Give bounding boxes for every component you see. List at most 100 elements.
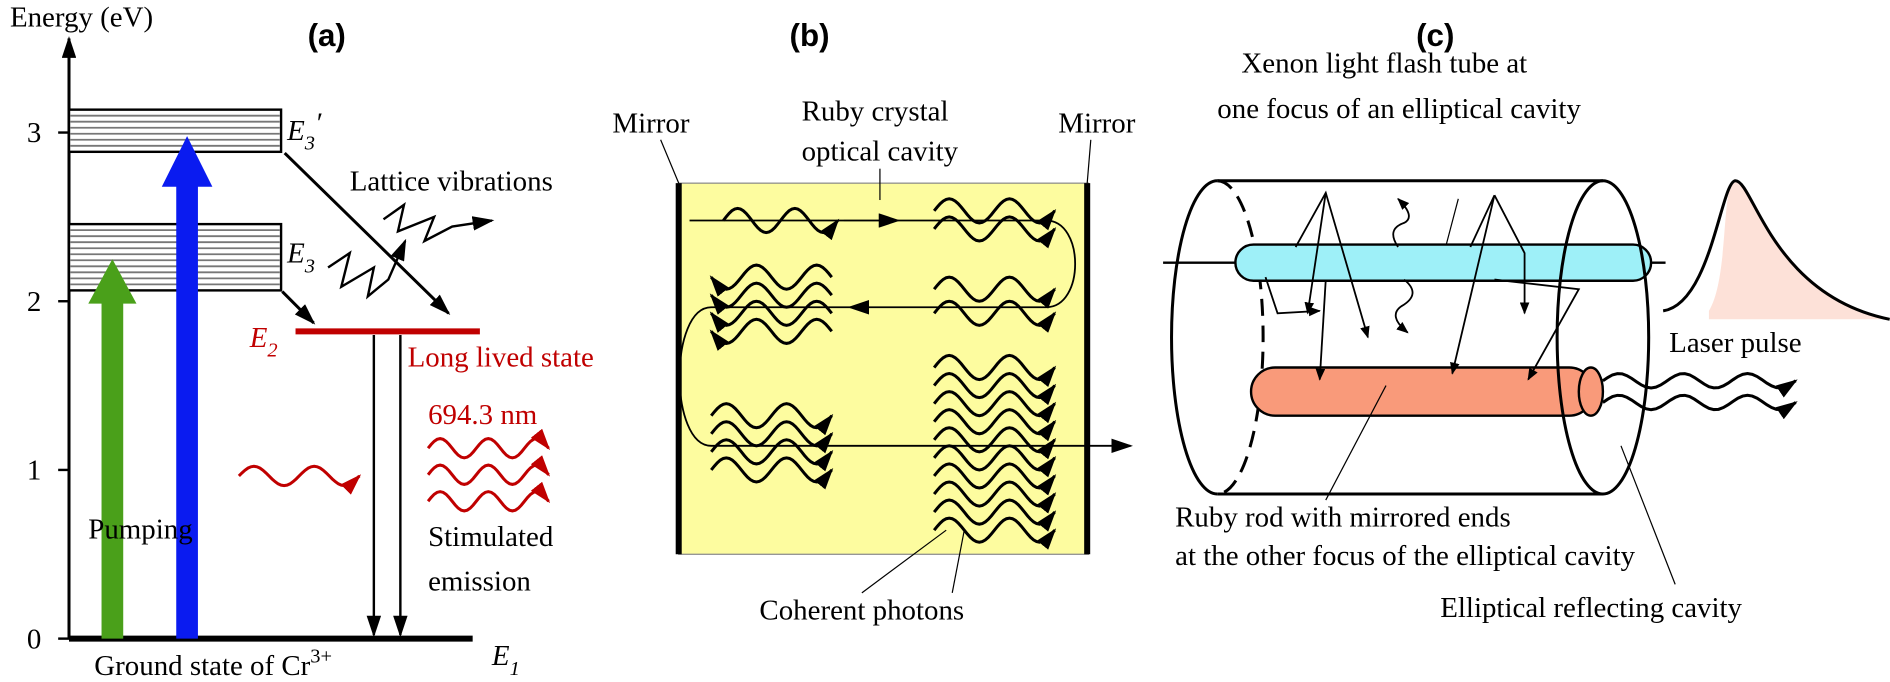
pulse-label: Laser pulse [1669,327,1801,359]
rod-end [1577,366,1605,417]
photon-waves [709,197,1057,550]
mirror-label: Mirror [1058,108,1135,140]
wave [932,299,1057,333]
wave [932,516,1057,550]
panel-label: (a) [308,18,346,53]
wave [426,481,551,513]
e2-label: E2 [249,322,278,362]
tick-label: 1 [27,455,41,487]
leader [660,139,680,184]
output-waves [1602,372,1798,420]
tick-label: 3 [27,117,41,149]
wave [932,197,1057,231]
sub: 3 [304,255,315,277]
rays [1264,190,1581,381]
wave [1602,393,1798,420]
pulse-fill [1708,180,1890,320]
stimulated-label: Stimulated [428,521,554,553]
panel-c: (c) Xenon light flash tube at one focus … [1163,18,1890,624]
wave [709,281,833,315]
wave [709,299,833,333]
wave [710,420,834,454]
photons-label: Coherent photons [759,594,964,626]
cavity-label: Ruby crystal [802,95,949,127]
sub: 1 [510,658,520,680]
ruby-rod [1249,366,1595,417]
lattice-label: Lattice vibrations [350,165,553,197]
pumping-label: Pumping [88,514,192,546]
leader [1445,198,1459,245]
wave [710,456,834,490]
decay-arrow [281,290,316,325]
tick-label: 0 [27,623,41,655]
stimulated-label: emission [428,565,531,597]
wave [237,464,362,495]
leader [861,529,947,594]
e3-band [67,222,283,292]
ruby-crystal [678,182,1089,555]
cavity-end [1217,179,1265,496]
wave [932,408,1057,442]
wave [426,455,551,486]
ticks: 0 1 2 3 [27,117,70,655]
wave [426,428,551,460]
flash-label: one focus of an elliptical cavity [1217,93,1581,125]
cavity-end [1170,179,1218,496]
wave [932,353,1057,388]
axis-title: Energy (eV) [10,2,153,34]
e3p-label: E3′ [286,108,322,155]
flash-tube [1234,243,1653,282]
leader [1620,445,1676,585]
wave [932,444,1057,478]
wave [710,438,834,472]
decay-arrow [283,151,451,315]
pump-arrow [88,259,137,639]
wave [932,462,1057,496]
sym: E [286,115,305,147]
phonon [327,238,407,300]
wave [709,317,833,351]
wave [932,498,1057,532]
wave [709,263,833,297]
phonon [382,202,495,244]
sym: E [249,322,268,354]
wave [932,426,1057,460]
rod-label: at the other focus of the elliptical cav… [1175,540,1635,572]
panel-label: (c) [1416,18,1454,53]
wave [932,215,1057,249]
leader [1325,385,1387,501]
pulse-curve [1662,179,1890,321]
wave [932,390,1057,424]
panel-b: (b) Mirror Mirror Ruby crystal optical c… [612,18,1135,627]
e3-label: E3 [286,238,315,278]
tick-label: 2 [27,286,41,318]
wave [932,275,1057,309]
leader [951,530,965,593]
wave [710,402,834,436]
rod-label: Ruby rod with mirrored ends [1175,502,1511,534]
text: Ground state of Cr [94,650,310,682]
wavelength-label: 694.3 nm [428,399,538,431]
mirror-label: Mirror [612,108,689,140]
wave [722,206,840,241]
sup: 3+ [310,646,332,668]
pump-arrow [161,136,213,639]
flash-label: Xenon light flash tube at [1241,47,1527,79]
e3p-band [67,108,283,154]
cavity-end [1555,179,1651,496]
e1-label: E1 [491,640,520,680]
sym: E [286,238,305,270]
wave [1602,372,1798,398]
sub: 2 [267,340,277,362]
panel-label: (b) [790,18,830,53]
ground-label: Ground state of Cr3+ [94,646,332,682]
wave [932,371,1057,406]
long-lived-label: Long lived state [408,341,594,373]
prime: ′ [315,108,322,140]
leader [1086,139,1092,184]
sym: E [491,640,510,672]
wave [932,480,1057,514]
